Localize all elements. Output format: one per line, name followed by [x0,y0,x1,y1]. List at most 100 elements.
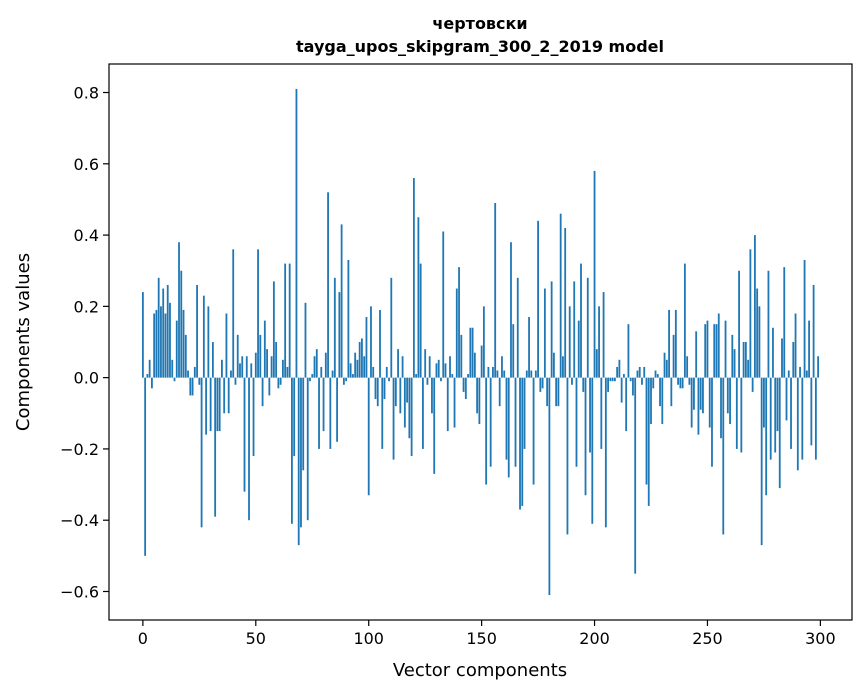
bar-component-87 [338,292,341,378]
bar-component-27 [202,295,205,378]
bar-component-210 [616,366,619,378]
bars-group [141,88,820,596]
y-tick-label: −0.2 [60,440,99,459]
y-tick-label: 0.0 [74,369,99,388]
y-tick-label: −0.6 [60,582,99,601]
bar-component-4 [151,377,153,389]
bar-component-257 [722,377,725,535]
bar-component-117 [406,377,409,403]
bar-component-131 [437,359,440,378]
bar-component-161 [505,377,508,460]
chart-title: чертовски [432,14,527,33]
bar-component-250 [706,320,709,378]
bar-component-219 [636,370,639,378]
bar-component-94 [354,352,357,378]
bar-component-52 [259,334,262,378]
bar-component-59 [275,342,278,378]
bar-component-254 [715,324,718,378]
bar-component-78 [318,377,320,449]
bar-component-128 [431,377,433,414]
bar-component-265 [740,377,743,453]
bar-component-165 [514,377,517,467]
bar-component-237 [677,377,680,385]
bar-component-261 [731,334,734,378]
bar-component-289 [794,313,797,378]
bar-component-30 [209,377,212,432]
bar-component-113 [397,349,399,378]
bar-component-118 [408,377,411,439]
bar-component-285 [785,377,788,421]
bar-component-260 [729,377,731,424]
x-tick-label: 100 [353,629,384,648]
x-tick-label: 300 [805,629,836,648]
bar-component-170 [525,370,528,378]
bar-component-251 [708,377,711,428]
bar-component-6 [155,309,158,378]
bar-component-62 [281,359,284,378]
bar-component-255 [717,313,720,378]
bar-component-45 [243,377,246,492]
bar-component-179 [546,377,549,407]
bar-component-67 [293,377,296,457]
bar-component-16 [178,242,180,378]
bar-component-124 [422,377,424,449]
bar-component-49 [252,377,255,457]
bar-component-150 [480,345,483,378]
bar-component-244 [693,377,695,410]
bar-component-175 [537,220,539,378]
bar-component-287 [790,377,792,449]
bar-component-5 [153,313,156,378]
bar-component-220 [638,366,641,378]
bar-component-96 [358,342,361,378]
bar-component-167 [519,377,521,510]
bar-component-168 [521,377,524,506]
bar-component-172 [530,370,533,378]
bar-component-133 [442,231,445,378]
bar-component-205 [604,377,607,528]
bar-component-98 [363,356,366,378]
bar-component-274 [760,377,763,546]
bar-component-93 [352,374,354,378]
bar-component-55 [266,349,268,378]
bar-component-217 [632,377,634,396]
bar-component-122 [417,217,420,378]
bar-component-58 [272,281,275,378]
bar-component-135 [446,377,449,432]
bar-component-164 [512,324,515,378]
x-axis-ticks: 0 50 100 150 200 250 300 [138,620,836,648]
bar-component-226 [652,377,655,389]
bar-component-294 [805,370,808,378]
bar-component-245 [695,331,698,378]
bar-component-12 [169,302,171,378]
bar-component-275 [763,377,765,428]
bar-component-56 [268,377,271,396]
bar-component-223 [645,377,648,485]
bar-component-65 [288,263,291,378]
bar-component-106 [381,377,384,449]
bar-component-79 [320,366,323,378]
bar-component-280 [774,377,777,453]
bar-component-102 [372,366,375,378]
bar-component-145 [469,327,472,378]
bar-component-203 [600,377,603,449]
bar-component-299 [817,356,820,378]
bar-component-209 [613,377,616,382]
bar-component-120 [412,178,415,378]
bar-component-212 [620,377,623,403]
bar-component-10 [164,313,167,378]
bar-component-138 [453,377,456,428]
bar-component-104 [376,377,379,407]
bar-component-159 [501,356,503,378]
bar-component-298 [814,377,817,460]
y-tick-label: 0.2 [74,297,99,316]
bar-component-158 [498,377,501,407]
bar-component-101 [370,306,372,378]
bar-component-121 [415,374,418,378]
bar-component-39 [230,370,232,378]
bar-component-157 [496,370,499,378]
bar-component-73 [306,377,309,521]
bar-component-154 [489,377,492,467]
bar-component-132 [440,377,442,382]
bar-component-134 [444,363,447,378]
y-tick-label: 0.4 [74,226,99,245]
